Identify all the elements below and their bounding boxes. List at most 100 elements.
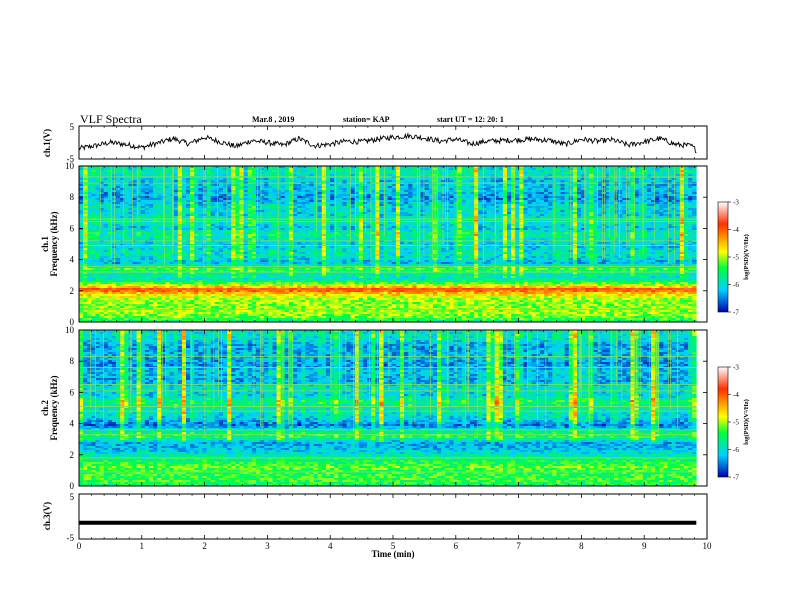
spectrogram-cell — [235, 210, 240, 213]
spectrogram-cell — [404, 174, 409, 177]
spectrogram-cell — [231, 170, 236, 173]
spectrogram-cell — [675, 178, 681, 181]
spectrogram-cell — [589, 214, 594, 217]
spectrogram-cell — [548, 174, 553, 177]
spectrogram-cell — [124, 170, 129, 173]
spectrogram-cell — [367, 226, 372, 229]
spectrogram-cell — [153, 212, 158, 215]
spectrogram-cell — [461, 174, 467, 177]
spectrogram-cell — [206, 216, 211, 219]
spectrogram-cell — [284, 170, 290, 173]
spectrogram-cell — [675, 200, 681, 203]
spectrogram-cell — [457, 186, 463, 189]
spectrogram-cell — [679, 194, 685, 197]
spectrogram-cell — [391, 172, 397, 175]
spectrogram-cell — [342, 210, 347, 213]
spectrogram-cell — [111, 216, 117, 219]
spectrogram-cell — [478, 192, 483, 195]
spectrogram-cell — [354, 202, 360, 205]
spectrogram-cell — [646, 198, 652, 201]
spectrogram-cell — [523, 174, 528, 177]
spectrogram-cell — [383, 178, 388, 181]
spectrogram-cell — [350, 216, 356, 219]
spectrogram-cell — [692, 228, 697, 231]
spectrogram-cell — [157, 216, 162, 219]
spectrogram-cell — [169, 194, 174, 197]
spectrogram-cell — [358, 230, 364, 233]
spectrogram-cell — [79, 184, 84, 187]
spectrogram-cell — [391, 186, 397, 189]
spectrogram-cell — [350, 184, 356, 187]
spectrogram-cell — [251, 180, 257, 183]
spectrogram-cell — [165, 166, 170, 169]
spectrogram-cell — [362, 208, 368, 211]
spectrogram-cell — [293, 224, 298, 227]
spectrogram-cell — [498, 194, 504, 197]
spectrogram-cell — [202, 214, 207, 217]
spectrogram-cell — [330, 194, 335, 197]
spectrogram-cell — [227, 192, 232, 195]
spectrogram-cell — [107, 194, 113, 197]
spectrogram-cell — [210, 186, 216, 189]
spectrogram-cell — [313, 166, 318, 169]
spectrogram-cell — [260, 216, 265, 219]
spectrogram-cell — [539, 224, 545, 227]
spectrogram-cell — [564, 194, 570, 197]
spectrogram-cell — [469, 186, 475, 189]
spectrogram-cell — [420, 224, 426, 227]
spectrogram-cell — [581, 168, 586, 171]
spectrogram-cell — [515, 180, 520, 183]
spectrogram-cell — [581, 226, 586, 229]
spectrogram-cell — [362, 224, 368, 227]
header-date: Mar.8 , 2019 — [252, 115, 294, 124]
spectrogram-cell — [280, 188, 286, 191]
spectrogram-cell — [395, 172, 401, 175]
spectrogram-cell — [79, 208, 84, 211]
spectrogram-cell — [519, 222, 524, 225]
spectrogram-cell — [675, 194, 681, 197]
spectrogram-cell — [465, 214, 471, 217]
spectrogram-cell — [391, 170, 397, 173]
spectrogram-cell — [523, 178, 528, 181]
spectrogram-cell — [659, 200, 664, 203]
spectrogram-cell — [297, 226, 302, 229]
spectrogram-cell — [465, 168, 471, 171]
spectrogram-cell — [116, 216, 121, 219]
spectrogram-cell — [642, 200, 648, 203]
spectrogram-cell — [334, 210, 339, 213]
spectrogram-cell — [515, 216, 520, 219]
spectrogram-cell — [457, 198, 463, 201]
spectrogram-cell — [177, 166, 183, 169]
spectrogram-cell — [490, 192, 495, 195]
spectrogram-cell — [400, 224, 405, 227]
spectrogram-cell — [231, 222, 236, 225]
spectrogram-cell — [416, 224, 421, 227]
spectrogram-cell — [683, 190, 689, 193]
spectrogram-cell — [276, 172, 281, 175]
spectrogram-cell — [642, 208, 648, 211]
spectrogram-cell — [519, 178, 524, 181]
spectrogram-cell — [539, 210, 545, 213]
spectrogram-cell — [576, 196, 582, 199]
spectrogram-cell — [202, 172, 207, 175]
spectrogram-cell — [515, 188, 520, 191]
spectrogram-cell — [334, 226, 339, 229]
spectrogram-cell — [91, 208, 96, 211]
spectrogram-cell — [502, 178, 508, 181]
spectrogram-cell — [140, 202, 146, 205]
spectrogram-cell — [206, 166, 211, 169]
spectrogram-cell — [548, 224, 553, 227]
spectrogram-cell — [350, 166, 356, 169]
spectrogram-cell — [124, 180, 129, 183]
spectrogram-cell — [490, 216, 495, 219]
spectrogram-cell — [651, 180, 656, 183]
spectrogram-cell — [659, 188, 664, 191]
spectrogram-cell — [424, 166, 430, 169]
spectrogram-cell — [420, 202, 426, 205]
spectrogram-cell — [214, 202, 220, 205]
spectrogram-cell — [576, 204, 582, 207]
spectrogram-cell — [173, 168, 179, 171]
spectrogram-cell — [679, 226, 685, 229]
spectrogram-cell — [581, 192, 586, 195]
spectrogram-cell — [490, 212, 495, 215]
